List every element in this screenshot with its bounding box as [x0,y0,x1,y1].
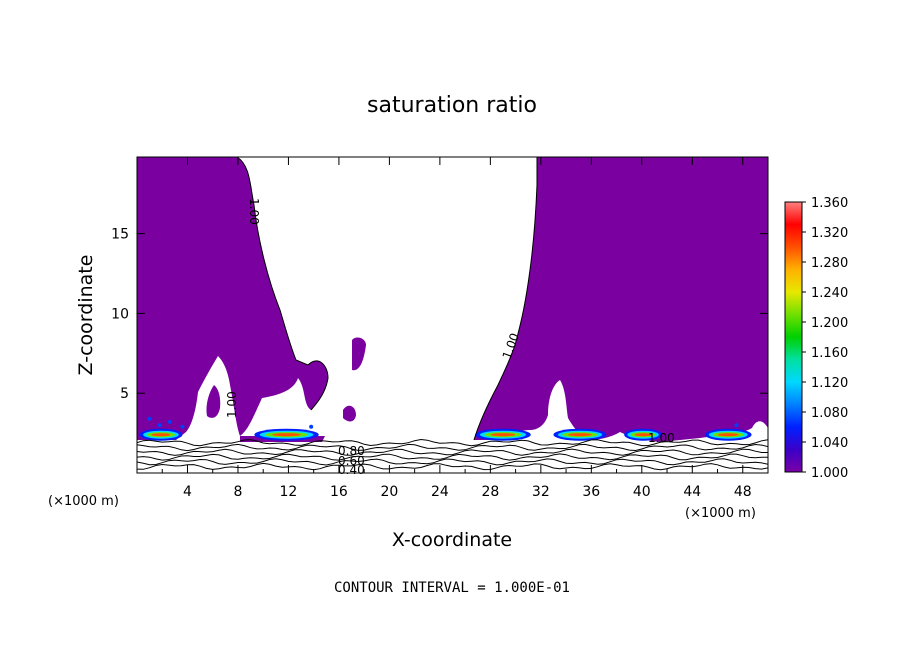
x-tick-label: 8 [233,484,242,500]
contour-label: 1.00 [247,198,261,225]
contour-label: 1.00 [225,391,239,418]
x-tick-label: 44 [683,484,701,500]
colorbar-label: 1.360 [811,196,848,211]
chart-title: saturation ratio [367,93,537,118]
colorbar-label: 1.120 [811,376,848,391]
x-tick-label: 40 [633,484,651,500]
y-tick-label: 10 [111,306,129,322]
x-tick-label: 36 [582,484,600,500]
colorbar-label: 1.000 [811,466,848,481]
plot-area [137,157,768,471]
x-tick-label: 20 [380,484,398,500]
colorbar-label: 1.160 [811,346,848,361]
patch-speck [734,423,739,428]
contour-line [137,443,768,452]
plot-frame [136,156,769,474]
x-unit-label-right: (×1000 m) [685,506,756,521]
x-tick-label: 16 [330,484,348,500]
supersaturation-patches [139,416,752,441]
patch-speck [167,419,172,424]
x-tick-label: 28 [481,484,499,500]
x-axis-label: X-coordinate [392,529,512,551]
subsaturated-contours [137,438,768,471]
x-axis: 4 8 12 16 20 24 28 32 36 40 44 48 [161,157,752,500]
contour-line [137,458,768,466]
y-tick-label: 5 [120,386,129,402]
colorbar-label: 1.280 [811,256,848,271]
contour-line [137,448,768,456]
contour-line [137,438,768,447]
contour-1-00 [236,157,538,441]
x-tick-label: 24 [431,484,449,500]
patch-layer [151,433,171,437]
patch-layer [490,433,516,437]
y-axis: 5 10 15 [111,227,768,402]
x-tick-label: 12 [280,484,298,500]
colorbar-label: 1.080 [811,406,848,421]
y-axis-label: Z-coordinate [75,255,97,376]
saturated-region [137,157,768,442]
colorbar-label: 1.200 [811,316,848,331]
patch-speck [147,416,152,421]
patch-layer [568,433,592,437]
contour-label: 0.80 [338,444,365,458]
patch-speck [309,424,314,429]
contour-line [137,453,768,461]
patch-layer [272,433,301,437]
contour-interval-note: CONTOUR INTERVAL = 1.000E-01 [334,580,570,596]
colorbar-label: 1.320 [811,226,848,241]
x-tick-label: 4 [183,484,192,500]
colorbar: 1.360 1.320 1.280 1.240 1.200 1.160 1.120 1.080… [784,196,848,481]
patch-layer [717,433,739,437]
patch-speck [157,423,162,428]
x-tick-label: 32 [532,484,550,500]
y-tick-label: 15 [111,227,129,243]
patch-layer [634,433,652,437]
patch-speck [180,424,185,429]
colorbar-label: 1.040 [811,436,848,451]
colorbar-ticks: 1.360 1.320 1.280 1.240 1.200 1.160 1.120 1.080… [802,196,848,481]
contour-label: 0.60 [338,454,365,468]
colorbar-strip [784,201,803,473]
x-unit-label: (×1000 m) [48,494,119,509]
contour-label: 0.40 [338,463,365,477]
colorbar-label: 1.240 [811,286,848,301]
contour-line [137,462,768,471]
contour-label: 1.00 [648,431,675,445]
x-tick-label: 48 [734,484,752,500]
